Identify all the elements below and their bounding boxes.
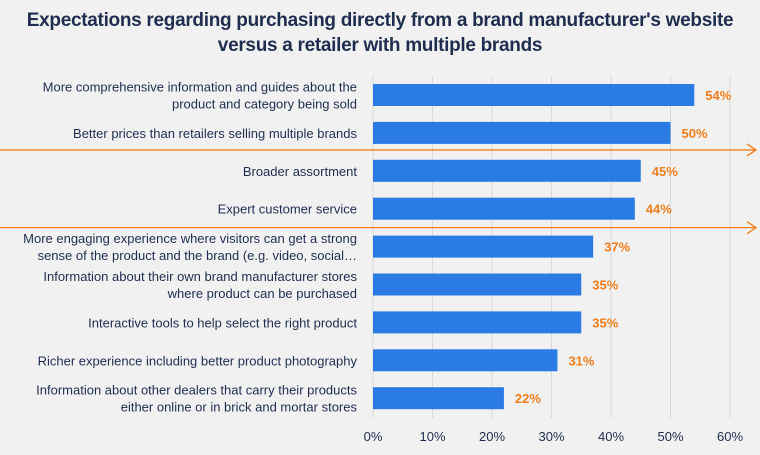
x-tick-label: 0% bbox=[364, 429, 383, 444]
data-label: 37% bbox=[604, 240, 630, 255]
data-label: 45% bbox=[652, 164, 678, 179]
arrow-head-icon bbox=[746, 221, 758, 235]
bar bbox=[373, 197, 635, 220]
data-label: 31% bbox=[568, 353, 594, 368]
data-label: 50% bbox=[682, 126, 708, 141]
chart-title: Expectations regarding purchasing direct… bbox=[26, 10, 734, 56]
x-tick-label: 20% bbox=[479, 429, 505, 444]
category-label: Information about their own brand manufa… bbox=[43, 269, 357, 301]
data-label: 35% bbox=[592, 278, 618, 293]
bar bbox=[373, 121, 671, 144]
bar bbox=[373, 84, 695, 106]
data-label: 22% bbox=[515, 391, 541, 406]
category-label: Richer experience including better produ… bbox=[38, 353, 358, 368]
data-label: 35% bbox=[592, 315, 618, 330]
x-tick-label: 40% bbox=[598, 429, 624, 444]
category-label: Expert customer service bbox=[218, 202, 357, 217]
category-label: Broader assortment bbox=[243, 164, 358, 179]
bar bbox=[373, 387, 504, 410]
x-tick-label: 60% bbox=[717, 429, 743, 444]
bar bbox=[373, 349, 558, 372]
category-label: More engaging experience where visitors … bbox=[23, 231, 357, 263]
category-label: Interactive tools to help select the rig… bbox=[88, 315, 357, 330]
data-label: 54% bbox=[705, 88, 731, 103]
bar bbox=[373, 311, 582, 334]
x-tick-label: 30% bbox=[538, 429, 564, 444]
category-label: More comprehensive information and guide… bbox=[43, 80, 357, 112]
x-tick-label: 50% bbox=[657, 429, 683, 444]
arrow-head-icon bbox=[746, 143, 758, 157]
x-tick-label: 10% bbox=[419, 429, 445, 444]
data-label: 44% bbox=[646, 202, 672, 217]
bar bbox=[373, 159, 641, 182]
category-label: Better prices than retailers selling mul… bbox=[73, 126, 357, 141]
bar bbox=[373, 273, 582, 296]
category-label: Information about other dealers that car… bbox=[36, 383, 357, 415]
bar bbox=[373, 235, 594, 258]
